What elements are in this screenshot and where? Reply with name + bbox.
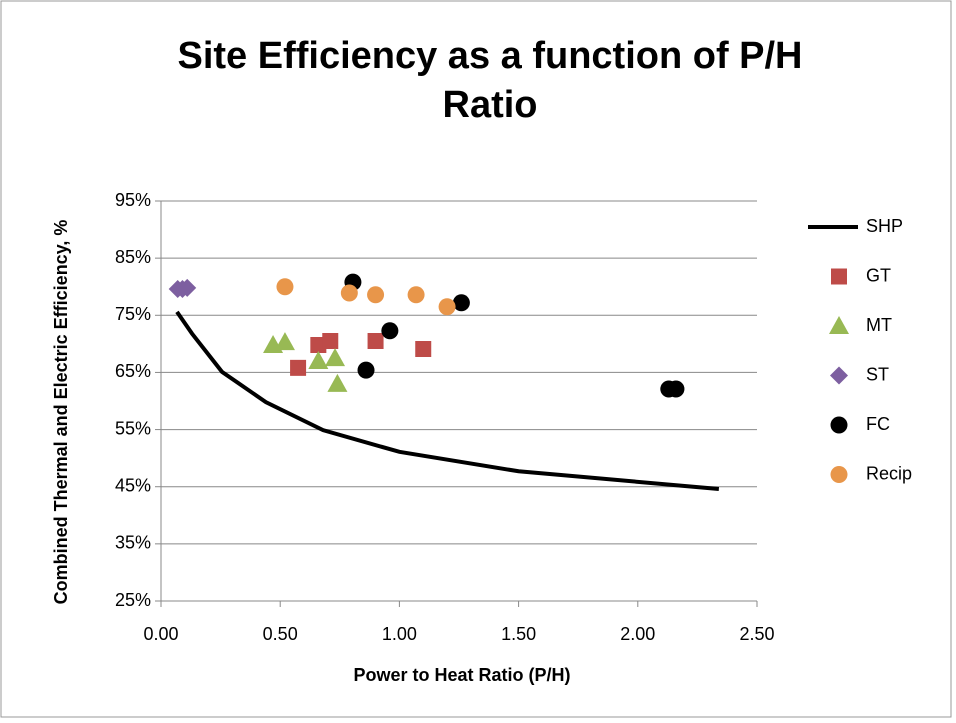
legend-swatch <box>830 366 848 385</box>
y-tick-label: 45% <box>115 475 151 495</box>
data-point <box>357 361 375 379</box>
data-point <box>290 359 307 376</box>
data-point <box>178 278 197 297</box>
y-tick-label: 25% <box>115 590 151 610</box>
data-point <box>452 294 470 312</box>
legend-label: GT <box>866 265 891 285</box>
legend-label: ST <box>866 364 889 384</box>
data-point <box>667 380 685 398</box>
data-point <box>322 333 339 349</box>
x-axis-label: Power to Heat Ratio (P/H) <box>353 665 570 685</box>
x-tick-label: 1.00 <box>382 624 417 644</box>
y-tick-label: 65% <box>115 361 151 381</box>
legend-swatch <box>829 316 849 334</box>
x-tick-label: 1.50 <box>501 624 536 644</box>
data-point <box>381 322 399 340</box>
x-tick-label: 2.50 <box>739 624 774 644</box>
data-point <box>274 332 295 351</box>
x-tick-label: 2.00 <box>620 624 655 644</box>
legend-swatch <box>830 416 848 434</box>
data-point <box>367 333 384 349</box>
y-axis-label: Combined Thermal and Electric Efficiency… <box>51 220 71 605</box>
data-point <box>340 284 358 302</box>
data-point <box>438 298 456 316</box>
y-tick-label: 95% <box>115 190 151 210</box>
y-tick-label: 35% <box>115 533 151 553</box>
data-point <box>415 341 432 357</box>
x-tick-label: 0.00 <box>143 624 178 644</box>
data-point <box>367 286 385 304</box>
legend-label: Recip <box>866 463 912 483</box>
legend-label: FC <box>866 414 890 434</box>
data-point <box>325 348 346 367</box>
data-point <box>308 351 329 369</box>
y-tick-label: 75% <box>115 304 151 324</box>
legend-swatch <box>831 268 847 285</box>
y-tick-label: 55% <box>115 418 151 438</box>
legend-label: SHP <box>866 216 903 236</box>
data-point <box>407 286 425 304</box>
data-point <box>327 373 348 392</box>
chart-title: Site Efficiency as a function of P/H Rat… <box>177 35 803 126</box>
legend-swatch <box>830 466 848 483</box>
y-tick-label: 85% <box>115 247 151 267</box>
data-point <box>276 278 294 296</box>
legend-label: MT <box>866 315 892 335</box>
line-series <box>175 310 720 491</box>
x-tick-label: 0.50 <box>263 624 298 644</box>
